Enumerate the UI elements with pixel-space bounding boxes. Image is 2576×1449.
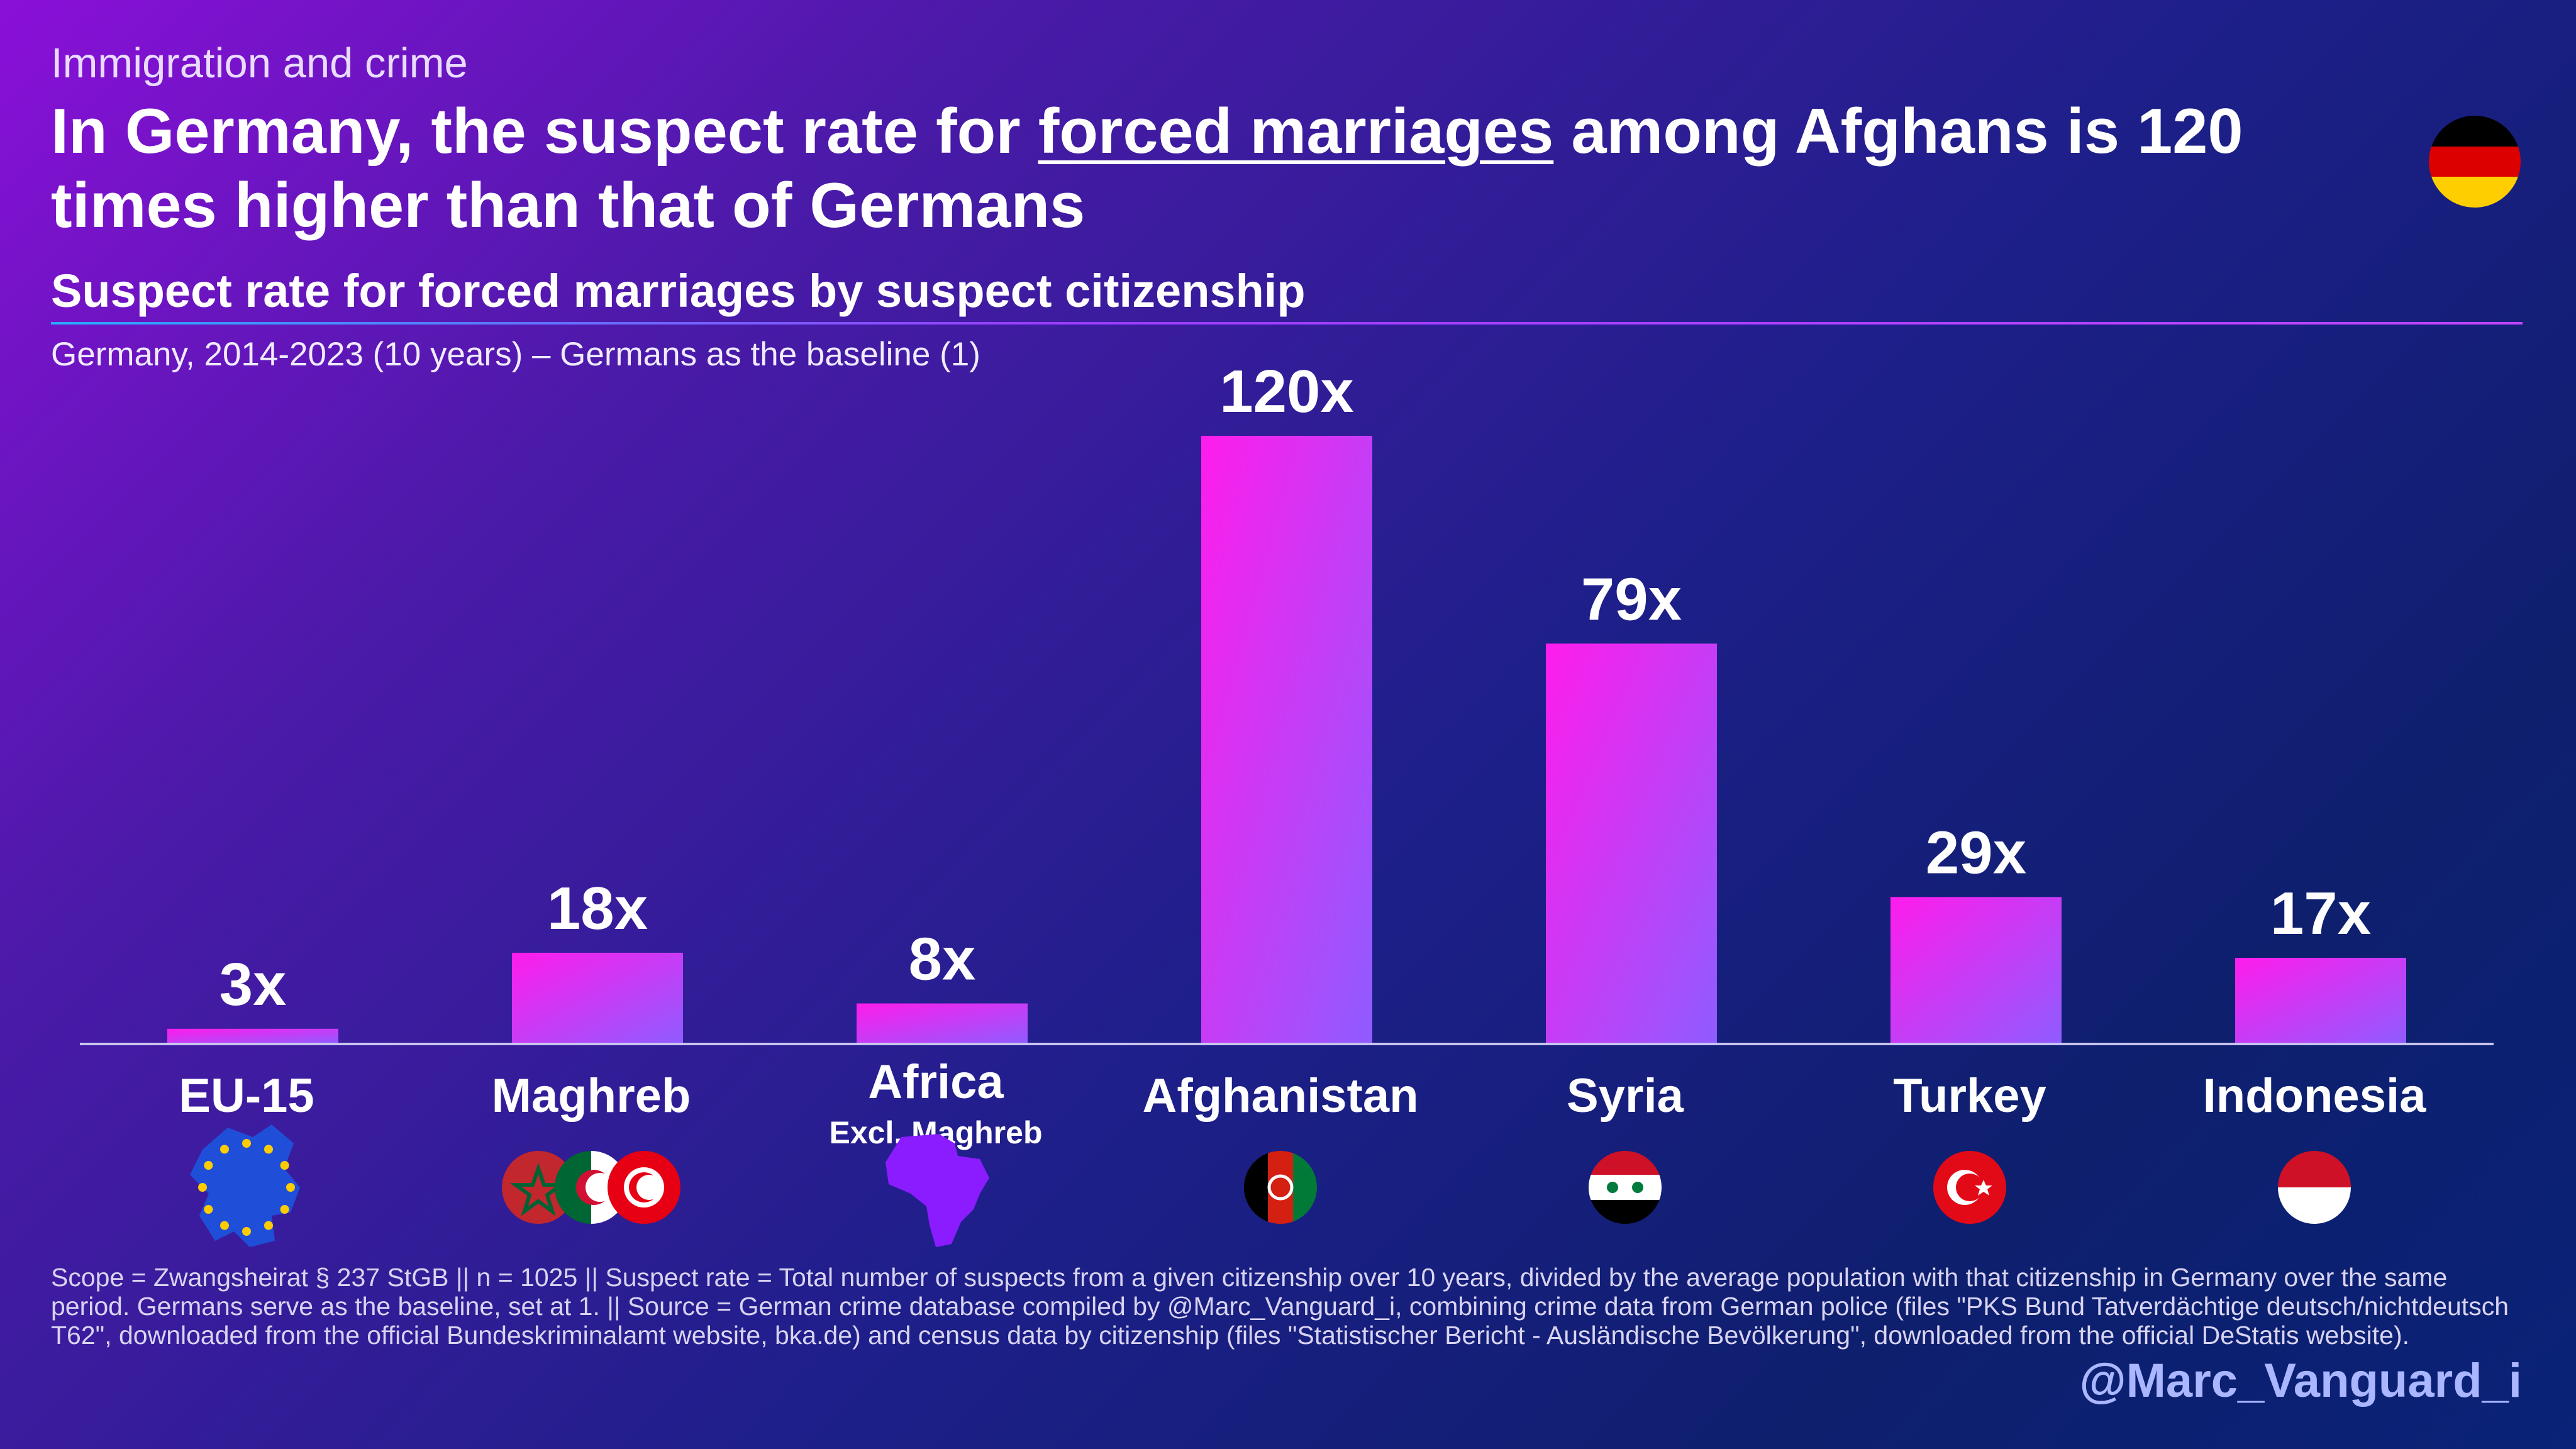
category-label-syria: Syria [1567,1069,1684,1123]
category-label-turkey: Turkey [1893,1069,2046,1123]
value-label-maghreb: 18x [547,875,648,942]
author-handle: @Marc_Vanguard_i [2079,1354,2522,1407]
bar-africa [857,1003,1028,1044]
category-label-eu-15: EU-15 [179,1069,314,1123]
bar-turkey [1890,897,2062,1044]
footnote: Scope = Zwangsheirat § 237 StGB || n = 1… [51,1263,2509,1350]
category-label-maghreb: Maghreb [492,1069,691,1123]
headline-end: among Afghans is 120 times higher than t… [51,96,2243,241]
bars [167,436,2406,1044]
title-rule [51,322,2523,325]
syria-flag-icon [1589,1151,1662,1224]
headline: In Germany, the suspect rate for forced … [51,94,2284,243]
headline-underlined: forced marriages [1038,96,1554,167]
bar-eu-15 [167,1028,338,1044]
eu-map-icon [190,1124,300,1247]
chart-title: Suspect rate for forced marriages by sus… [51,265,1306,317]
value-label-afghanistan: 120x [1219,358,1354,425]
value-label-eu-15: 3x [219,951,287,1018]
turkey-flag-icon [1933,1151,2006,1224]
headline-start: In Germany, the suspect rate for [51,96,1038,167]
bar-indonesia [2235,958,2406,1044]
africa-map-icon [886,1134,989,1247]
bar-afghanistan [1201,436,1372,1044]
bar-maghreb [512,952,683,1044]
bar-syria [1546,643,1717,1044]
value-label-syria: 79x [1581,565,1682,633]
chart-subtitle: Germany, 2014-2023 (10 years) – Germans … [51,336,980,373]
kicker: Immigration and crime [51,40,468,87]
category-label-indonesia: Indonesia [2203,1069,2426,1123]
category-label-afghanistan: Afghanistan [1142,1069,1418,1123]
value-label-turkey: 29x [1926,819,2026,886]
indonesia-flag-icon [2278,1151,2351,1224]
icons [190,1124,2351,1247]
afghanistan-flag-icon [1244,1151,1317,1224]
value-label-africa: 8x [909,926,976,993]
value-label-indonesia: 17x [2270,880,2371,947]
maghreb-flags-icon [502,1151,680,1224]
category-label-africa: Africa [868,1055,1004,1109]
